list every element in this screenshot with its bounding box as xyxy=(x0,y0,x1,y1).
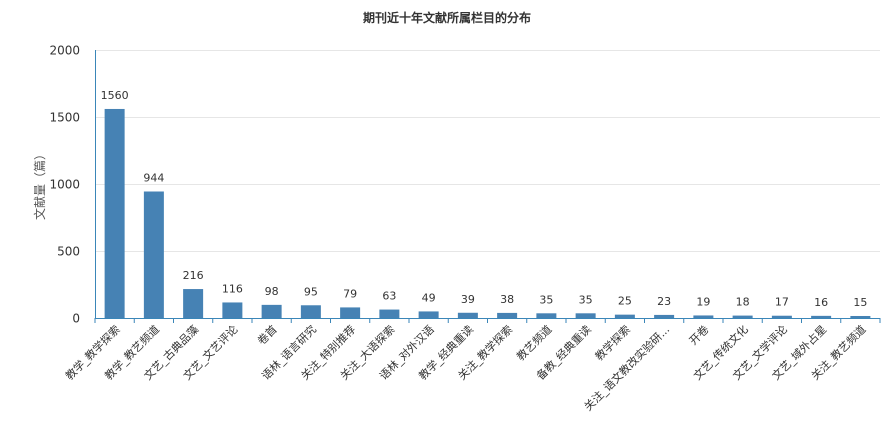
bar xyxy=(536,313,557,318)
bar xyxy=(104,108,125,319)
data-label: 95 xyxy=(304,285,318,298)
x-tick-label: 开卷 xyxy=(686,322,711,347)
y-tick-label: 2000 xyxy=(49,44,80,58)
data-label: 25 xyxy=(618,295,632,308)
x-tick-label: 卷首 xyxy=(254,322,279,347)
chart-title: 期刊近十年文献所属栏目的分布 xyxy=(363,10,531,25)
y-axis-label: 文献量（篇） xyxy=(32,148,47,220)
y-tick-label: 0 xyxy=(72,312,80,326)
data-label: 15 xyxy=(853,296,867,309)
data-label: 944 xyxy=(143,172,164,185)
data-label: 17 xyxy=(775,296,789,309)
data-label: 23 xyxy=(657,295,671,308)
data-label: 63 xyxy=(382,290,396,303)
x-tick-label: 教艺频道 xyxy=(513,322,554,363)
y-tick-label: 1500 xyxy=(49,111,80,125)
y-axis-ticks: 0 500 1000 1500 2000 xyxy=(49,44,80,326)
data-label: 79 xyxy=(343,287,357,300)
data-labels: 1560 944 216 116 98 95 79 63 49 39 38 35 35 25 23 19 18 1… xyxy=(101,89,868,309)
x-tick-label: 教学探索 xyxy=(592,322,633,363)
bar xyxy=(614,314,635,318)
bar xyxy=(143,191,164,318)
bar xyxy=(418,311,439,318)
bar xyxy=(300,305,321,318)
data-label: 35 xyxy=(579,293,593,306)
bar xyxy=(379,309,400,318)
data-label: 18 xyxy=(736,296,750,309)
bar xyxy=(340,307,361,318)
data-label: 35 xyxy=(539,293,553,306)
bar xyxy=(457,312,478,318)
bar xyxy=(811,315,832,318)
data-label: 49 xyxy=(422,291,436,304)
data-label: 1560 xyxy=(101,89,129,102)
bar xyxy=(222,302,243,318)
bars xyxy=(104,108,871,319)
bar xyxy=(771,315,792,318)
data-label: 16 xyxy=(814,296,828,309)
data-label: 216 xyxy=(183,269,204,282)
data-label: 39 xyxy=(461,293,475,306)
bar xyxy=(183,289,204,318)
bar xyxy=(654,314,675,318)
y-tick-label: 500 xyxy=(57,245,80,259)
y-tick-label: 1000 xyxy=(49,178,80,192)
bar xyxy=(575,313,596,318)
bar xyxy=(732,315,753,318)
gridlines xyxy=(95,50,880,252)
bar xyxy=(261,304,282,318)
data-label: 19 xyxy=(696,295,710,308)
data-label: 98 xyxy=(265,285,279,298)
bar xyxy=(693,315,714,318)
bar xyxy=(850,315,871,318)
data-label: 116 xyxy=(222,282,243,295)
data-label: 38 xyxy=(500,293,514,306)
bar xyxy=(497,312,518,318)
